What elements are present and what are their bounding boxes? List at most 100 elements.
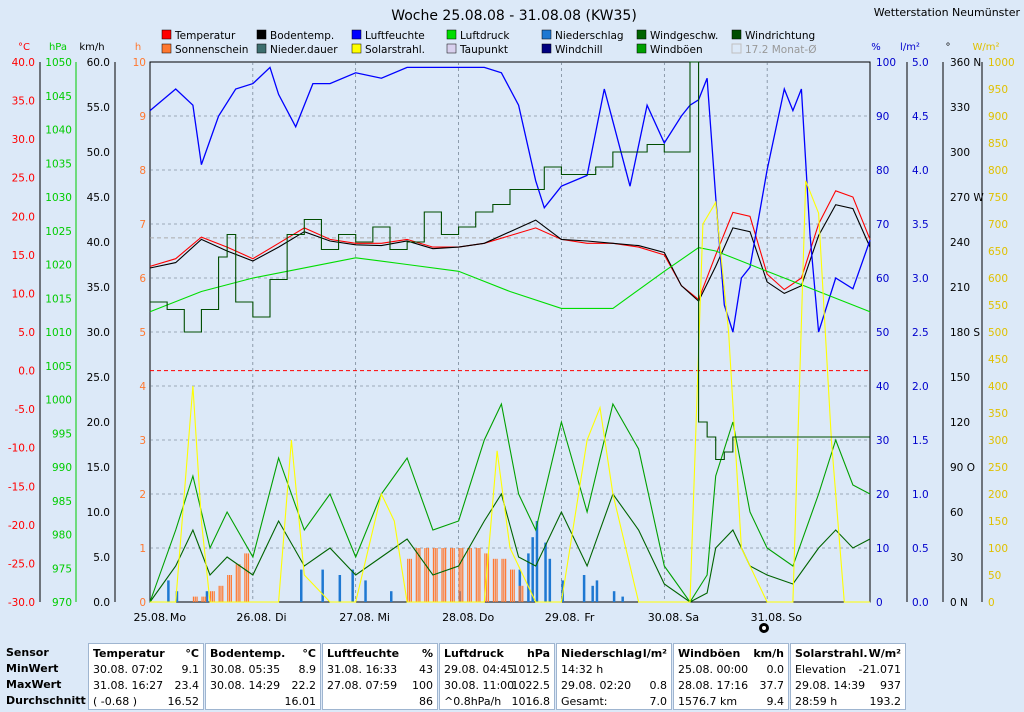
stats-cell-left: 30.08. 14:29 (210, 679, 281, 692)
axis-tick-wind: 15.0 (87, 462, 110, 474)
bar-niederschlag (321, 569, 324, 602)
bar-sonnenschein (426, 548, 428, 602)
bar-sonnenschein (458, 548, 460, 602)
axis-tick-solar: 600 (988, 273, 1008, 285)
axis-unit-pressure: hPa (49, 42, 67, 53)
legend-label: Temperatur (174, 30, 236, 42)
x-tick-date: 27.08. (339, 611, 374, 624)
stats-cell-row: 31.08. 16:27 23.4 (93, 678, 199, 694)
axis-tick-pressure: 1035 (45, 158, 72, 170)
bar-niederschlag (531, 537, 534, 602)
grid-lines (150, 62, 870, 602)
legend-label: Bodentemp. (270, 30, 334, 42)
axis-tick-direction: 270 W (950, 192, 984, 204)
axis-tick-wind: 30.0 (87, 327, 110, 339)
axis-tick-hours: 7 (139, 219, 146, 231)
axis-tick-direction: 150 (950, 372, 970, 384)
bar-sonnenschein (227, 575, 229, 602)
stats-cell-value: -21.071 (858, 663, 901, 676)
stats-cell-left: 27.08. 07:59 (327, 679, 398, 692)
axis-tick-solar: 350 (988, 408, 1008, 420)
bar-niederschlag (205, 591, 209, 602)
bar-sonnenschein (441, 548, 443, 602)
stats-cell-row: 29.08. 02:20 0.8 (561, 678, 667, 694)
axis-tick-wind: 25.0 (87, 372, 110, 384)
stats-cell-value: 16.52 (167, 695, 200, 708)
axis-tick-solar: 800 (988, 165, 1008, 177)
stats-cell-row: 86 (327, 694, 433, 710)
legend-label: Luftdruck (460, 30, 510, 42)
axis-tick-hours: 4 (139, 381, 146, 393)
line-series (149, 61, 871, 603)
stats-cell-value: 9.4 (766, 695, 785, 708)
stats-cell-row: Niederschlag l/m² (561, 646, 667, 662)
axis-tick-humidity: 0 (876, 597, 883, 609)
stats-cell-left: Temperatur (93, 647, 165, 660)
stats-column: Niederschlag l/m² 14:32 h 29.08. 02:20 0.8 Ge… (556, 643, 672, 710)
stats-cell-row: Temperatur °C (93, 646, 199, 662)
bar-niederschlag (175, 591, 179, 602)
stats-cell-row: 30.08. 07:02 9.1 (93, 662, 199, 678)
axis-tick-rain: 4.5 (912, 111, 929, 123)
bar-sonnenschein (492, 558, 495, 602)
bar-sonnenschein (407, 558, 409, 602)
stats-cell-value: 9.1 (181, 663, 200, 676)
stats-labels: Sensor MinWert MaxWert Durchschnitt (2, 643, 86, 710)
bar-sonnenschein (218, 585, 220, 602)
axis-tick-pressure: 1020 (45, 260, 72, 272)
station-name: Wetterstation Neumünster (874, 6, 1021, 19)
axis-tick-pressure: 1040 (45, 125, 72, 137)
axis-tick-direction: 210 (950, 282, 970, 294)
bar-sonnenschein (475, 548, 477, 602)
bar-niederschlag (458, 591, 462, 602)
bar-sonnenschein (201, 596, 203, 602)
axis-tick-solar: 550 (988, 300, 1008, 312)
stats-cell-value: 43 (419, 663, 433, 676)
axis-tick-solar: 750 (988, 192, 1008, 204)
axis-tick-direction: 240 (950, 237, 970, 249)
stats-cell-row: 28:59 h 193.2 (795, 694, 901, 710)
moon-icon (759, 623, 769, 633)
axis-tick-temp: 10.0 (12, 288, 35, 300)
x-tick-date: 29.08. (545, 611, 580, 624)
bar-sonnenschein (445, 548, 447, 602)
bar-sonnenschein (235, 564, 237, 602)
axis-unit-wind: km/h (79, 42, 104, 53)
bar-sonnenschein (484, 553, 486, 602)
axis-unit-rain: l/m² (900, 42, 920, 53)
stats-cell-value: l/m² (642, 647, 667, 660)
stats-cell-value: 23.4 (174, 679, 200, 692)
axis-tick-hours: 0 (139, 597, 146, 609)
bar-sonnenschein (434, 548, 436, 602)
x-tick-date: 31.08. (751, 611, 786, 624)
axis-tick-direction: 120 (950, 417, 970, 429)
legend-swatch (731, 29, 742, 40)
axis-tick-pressure: 975 (52, 563, 72, 575)
axis-tick-pressure: 1030 (45, 192, 72, 204)
axis-tick-rain: 0.5 (912, 543, 929, 555)
stats-row-label: MinWert (6, 662, 59, 675)
bar-sonnenschein (230, 575, 232, 602)
series-windgeschw (149, 492, 871, 603)
series-windben (149, 402, 871, 603)
axis-tick-temp: 20.0 (12, 211, 35, 223)
x-axis-labels: 25.08. Mo 26.08. Di 27.08. Mi 28.08. Do 29.08. Fr… (134, 611, 803, 624)
axis-tick-hours: 5 (139, 327, 146, 339)
bar-sonnenschein (417, 548, 419, 602)
bar-sonnenschein (470, 548, 472, 602)
bar-niederschlag (595, 580, 599, 602)
axis-tick-temp: -30.0 (8, 597, 35, 609)
legend-label: Windgeschw. (650, 30, 718, 42)
stats-cell-row: 14:32 h (561, 662, 667, 678)
bar-sonnenschein (468, 548, 471, 602)
stats-cell-left: 25.08. 00:00 (678, 663, 749, 676)
legend-label: Niederschlag (555, 30, 624, 42)
bar-sonnenschein (192, 596, 195, 602)
bar-sonnenschein (462, 548, 464, 602)
axis-tick-wind: 45.0 (87, 192, 110, 204)
bar-sonnenschein (496, 558, 498, 602)
legend-swatch (161, 29, 172, 40)
stats-cell-row: Solarstrahl. W/m² (795, 646, 901, 662)
stats-cell-left: 28:59 h (795, 695, 838, 708)
axis-tick-direction: 300 (950, 147, 970, 159)
